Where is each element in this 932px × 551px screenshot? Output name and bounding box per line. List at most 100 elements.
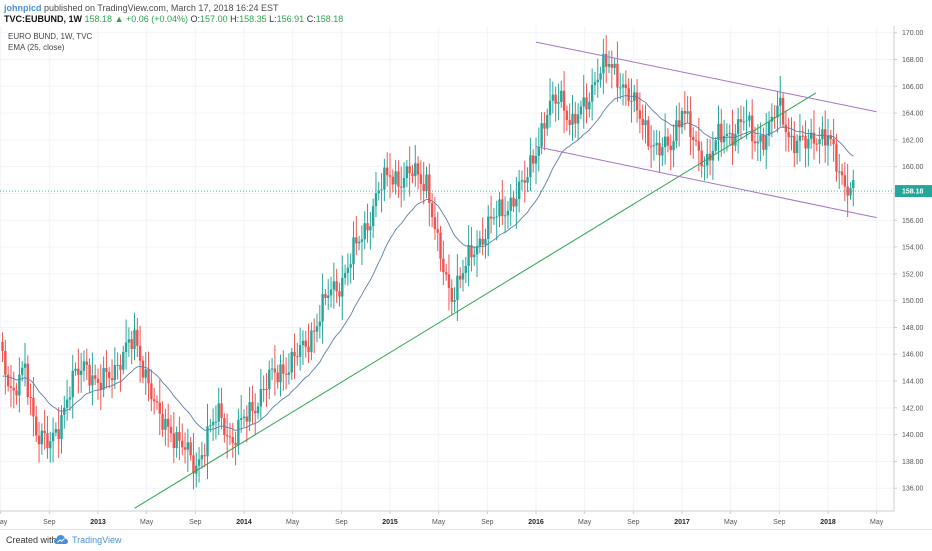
- candle-body-up: [425, 174, 428, 192]
- candle-body-down: [829, 135, 833, 140]
- low-label: L:: [269, 14, 277, 24]
- candle-body-up: [79, 370, 83, 375]
- symbol-label: TVC:EUBUND, 1W: [4, 14, 82, 24]
- candle-body-up: [672, 141, 675, 151]
- time-tick-label: May: [724, 519, 738, 526]
- candle-body-up: [464, 265, 468, 273]
- candle-body-up: [369, 226, 372, 231]
- candle-body-down: [110, 378, 114, 380]
- price-chart[interactable]: 136.00 138.00 140.00 142.00 144.00 146.00 148.…: [0, 26, 932, 529]
- candle-body-down: [181, 440, 184, 448]
- tradingview-cloud-icon[interactable]: [54, 534, 68, 545]
- candle-body-up: [51, 432, 55, 442]
- candle-body-up: [122, 351, 125, 370]
- price-tick-label: 162.00: [902, 137, 924, 144]
- candle-body-up: [68, 397, 72, 400]
- candle-body-down: [442, 258, 445, 273]
- candle-body-up: [209, 425, 212, 427]
- candle-body-up: [290, 351, 293, 373]
- candle-body-down: [627, 88, 630, 102]
- candle-body-up: [217, 403, 220, 422]
- candle-body-up: [596, 79, 599, 83]
- price-tick-label: 136.00: [902, 486, 924, 493]
- high-value: 158.35: [239, 14, 267, 24]
- candle-body-up: [343, 272, 347, 278]
- candle-body-down: [46, 433, 49, 449]
- candle-body-up: [798, 135, 802, 141]
- candle-body-up: [742, 121, 745, 123]
- candle-body-up: [298, 345, 302, 357]
- candle-body-down: [801, 135, 804, 137]
- candle-body-up: [352, 237, 355, 265]
- candle-body-up: [686, 111, 689, 114]
- price-axis[interactable]: 136.00 138.00 140.00 142.00 144.00 146.00 148.…: [894, 30, 932, 493]
- candle-body-up: [540, 123, 543, 147]
- time-tick-label: May: [578, 519, 592, 526]
- candle-body-down: [166, 418, 170, 427]
- candle-body-up: [571, 114, 574, 125]
- candle-body-down: [428, 174, 431, 203]
- candle-body-down: [812, 132, 816, 144]
- candle-body-up: [756, 141, 760, 144]
- legend-indicator[interactable]: EMA (25, close): [8, 43, 65, 52]
- time-tick-label: 2016: [528, 519, 544, 526]
- candle-body-down: [692, 136, 695, 140]
- candle-body-up: [374, 193, 378, 207]
- candle-body-up: [195, 465, 198, 474]
- candle-body-up: [661, 147, 664, 156]
- candle-body-down: [400, 186, 403, 188]
- candle-body-down: [220, 403, 223, 419]
- candle-body-up: [242, 416, 246, 419]
- candle-body-down: [835, 144, 838, 172]
- close-value: 158.18: [315, 14, 344, 24]
- candle-body-down: [647, 120, 650, 147]
- candle-body-up: [621, 84, 625, 88]
- candle-body-up: [537, 146, 541, 156]
- candle-body-down: [649, 146, 653, 148]
- chart-header: johnpicd published on TradingView.com, M…: [0, 0, 932, 26]
- low-value: 156.91: [276, 14, 305, 24]
- candle-body-down: [138, 345, 142, 361]
- candle-body-down: [105, 368, 108, 372]
- last-price-tag: [895, 185, 932, 198]
- candle-body-down: [99, 382, 103, 390]
- candle-body-down: [773, 116, 776, 118]
- candle-body-up: [495, 216, 498, 218]
- candle-body-up: [279, 364, 282, 383]
- author-name[interactable]: johnpicd: [4, 3, 42, 13]
- candle-body-down: [296, 356, 299, 358]
- candle-body-up: [619, 87, 622, 89]
- candle-body-up: [767, 121, 771, 136]
- candle-body-down: [784, 124, 788, 133]
- candle-body-down: [43, 430, 46, 434]
- candle-body-down: [366, 223, 369, 231]
- candle-body-down: [6, 374, 10, 387]
- candle-body-up: [717, 123, 720, 141]
- candle-body-down: [385, 167, 389, 176]
- candle-body-down: [161, 413, 164, 430]
- candle-body-up: [520, 180, 524, 182]
- candle-body-up: [346, 267, 350, 273]
- candle-body-down: [183, 447, 187, 450]
- candle-body-up: [484, 238, 487, 245]
- candle-body-up: [630, 100, 633, 102]
- candle-body-up: [332, 281, 336, 290]
- candle-body-down: [501, 199, 504, 216]
- candle-body-up: [301, 340, 305, 346]
- candle-body-down: [88, 364, 91, 386]
- created-with-text: Created with: [6, 535, 57, 545]
- candle-body-up: [652, 145, 656, 147]
- candle-body-up: [529, 155, 532, 178]
- time-tick-label: 2013: [90, 519, 106, 526]
- candle-body-down: [565, 110, 569, 121]
- candle-body-up: [60, 414, 63, 439]
- channel-upper-line: [535, 41, 877, 113]
- candle-body-down: [9, 386, 13, 388]
- candle-body-down: [700, 150, 703, 167]
- drawing-overlays: [0, 41, 894, 509]
- time-axis[interactable]: May Sep 2013 May Sep 2014 May Sep 2015 May Sep 2016…: [0, 511, 884, 526]
- channel-lower-line: [535, 146, 877, 219]
- candle-body-down: [189, 442, 192, 456]
- tradingview-brand[interactable]: TradingView: [72, 535, 122, 545]
- candle-body-down: [158, 402, 161, 414]
